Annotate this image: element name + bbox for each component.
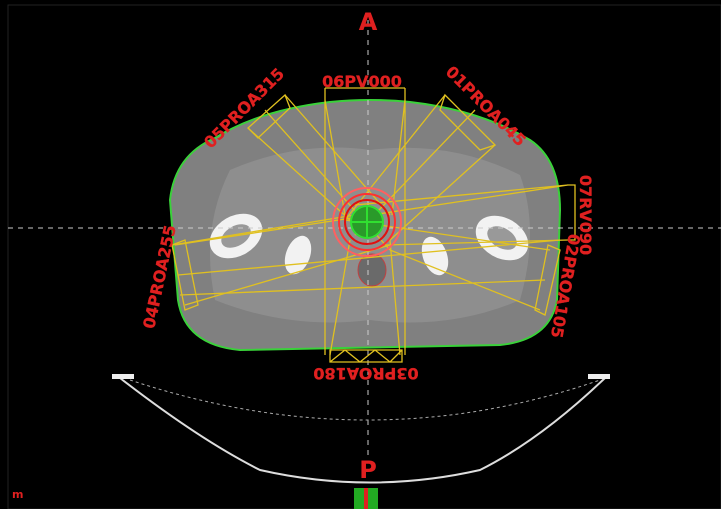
corner-label: m bbox=[12, 488, 23, 501]
jaw bbox=[171, 239, 199, 311]
jaw bbox=[324, 87, 406, 100]
isocenter bbox=[352, 207, 382, 237]
isodose-line bbox=[332, 187, 402, 257]
couch-inner bbox=[129, 379, 601, 421]
beam-label: 07RV090 bbox=[576, 175, 595, 255]
jaw bbox=[534, 244, 561, 316]
couch bbox=[119, 377, 606, 484]
rectum bbox=[357, 253, 387, 287]
couch-edge bbox=[112, 374, 134, 379]
beam-jaws bbox=[171, 87, 576, 363]
isodose-line bbox=[344, 199, 390, 245]
isodose bbox=[332, 187, 402, 257]
isodose-line bbox=[338, 193, 396, 251]
posterior-label: P bbox=[359, 456, 377, 484]
couch-edge bbox=[588, 374, 610, 379]
jaw bbox=[329, 349, 403, 363]
jaw bbox=[439, 93, 497, 151]
jaw bbox=[568, 184, 576, 241]
beam-label: 06PV000 bbox=[322, 72, 402, 91]
gantry-indicator-mark bbox=[364, 488, 368, 509]
beam-label: 03PROA180 bbox=[313, 364, 418, 383]
anterior-label: A bbox=[359, 8, 378, 36]
jaw bbox=[247, 93, 291, 139]
beam-fan bbox=[324, 99, 406, 355]
